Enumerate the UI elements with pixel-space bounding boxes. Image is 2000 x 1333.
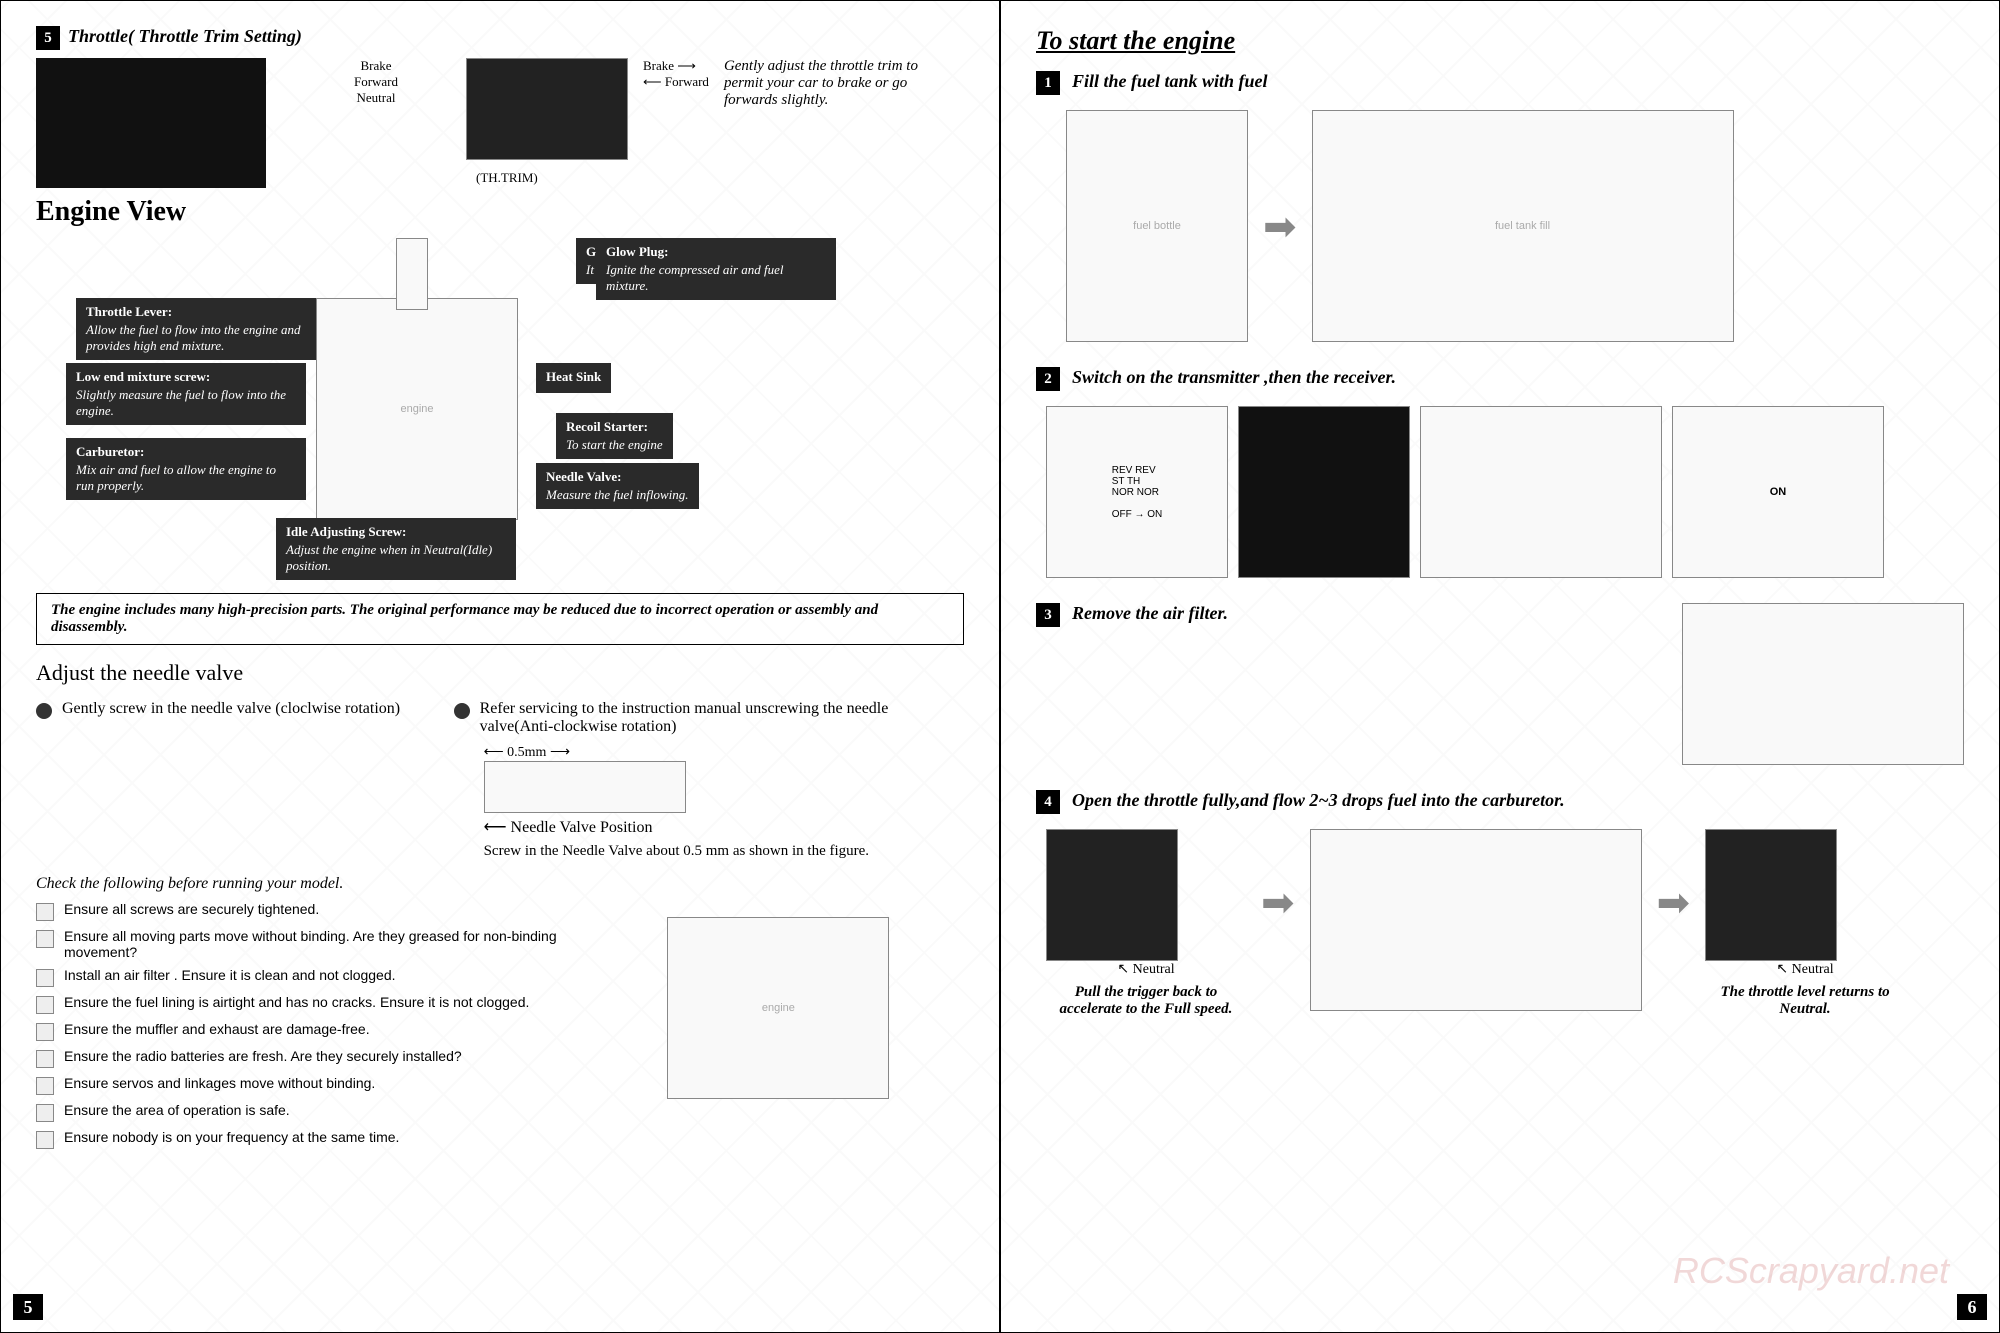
page-number: 6	[1957, 1294, 1987, 1320]
trigger-caption-1: Pull the trigger back to accelerate to t…	[1046, 984, 1246, 1018]
needle-valve-heading: Adjust the needle valve	[36, 660, 964, 686]
checklist-item: Ensure the area of operation is safe.	[36, 1102, 593, 1122]
engine-view-diagram: engine Glow Plug Igniter: It should be f…	[36, 238, 964, 578]
engine-image: engine	[316, 298, 518, 520]
idle-adjusting-label: Idle Adjusting Screw: Adjust the engine …	[276, 518, 516, 580]
checklist-item: Ensure the radio batteries are fresh. Ar…	[36, 1048, 593, 1068]
transmitter-switch-diagram: REV REV ST TH NOR NOR OFF → ON	[1046, 406, 1228, 578]
start-engine-title: To start the engine	[1036, 26, 1964, 56]
checklist-text: Ensure the muffler and exhaust are damag…	[64, 1021, 370, 1037]
checklist-item: Install an air filter . Ensure it is cle…	[36, 967, 593, 987]
transmitter-photo	[1238, 406, 1410, 578]
checkbox-icon[interactable]	[36, 1131, 54, 1149]
checkbox-icon[interactable]	[36, 1104, 54, 1122]
checklist-text: Ensure all moving parts move without bin…	[64, 928, 593, 960]
step-title: Switch on the transmitter ,then the rece…	[1072, 367, 1396, 387]
checkbox-icon[interactable]	[36, 930, 54, 948]
arrow-icon: ➡	[1657, 879, 1691, 926]
brake-label-2: Brake	[643, 58, 674, 73]
engine-view-title: Engine View	[36, 196, 964, 228]
needle-bullet-1: Gently screw in the needle valve (cloclw…	[36, 700, 454, 719]
bullet-icon	[454, 703, 470, 719]
step-number-badge: 5	[36, 26, 60, 50]
forward-label-2: Forward	[665, 74, 709, 89]
engine-small-image: engine	[667, 917, 889, 1099]
checklist-text: Ensure nobody is on your frequency at th…	[64, 1129, 399, 1145]
checklist-text: Ensure all screws are securely tightened…	[64, 901, 319, 917]
checkbox-icon[interactable]	[36, 1077, 54, 1095]
needle-position-label: Needle Valve Position	[511, 819, 653, 836]
step-number-badge: 1	[1036, 71, 1060, 95]
checklist-item: Ensure the fuel lining is airtight and h…	[36, 994, 593, 1014]
arrow-icon: ➡	[1263, 203, 1297, 250]
checklist-item: Ensure all moving parts move without bin…	[36, 928, 593, 960]
recoil-starter-label: Recoil Starter: To start the engine	[556, 413, 673, 459]
step-5-row: 5 Throttle( Throttle Trim Setting)	[36, 26, 964, 50]
air-filter-image	[1682, 603, 1964, 765]
checklist-item: Ensure the muffler and exhaust are damag…	[36, 1021, 593, 1041]
checkbox-icon[interactable]	[36, 1050, 54, 1068]
brake-label: Brake	[360, 58, 391, 73]
step-number-badge: 2	[1036, 367, 1060, 391]
th-trim-closeup-image	[466, 58, 628, 160]
checkbox-icon[interactable]	[36, 903, 54, 921]
checklist-text: Install an air filter . Ensure it is cle…	[64, 967, 396, 983]
receiver-on-car-image	[1420, 406, 1662, 578]
trigger-pull-image	[1046, 829, 1178, 961]
checklist-title: Check the following before running your …	[36, 875, 593, 893]
step-number-badge: 4	[1036, 790, 1060, 814]
low-end-mixture-label: Low end mixture screw: Slightly measure …	[66, 363, 306, 425]
step-title: Throttle( Throttle Trim Setting)	[68, 26, 302, 47]
fill-tank-image: fuel tank fill	[1312, 110, 1734, 342]
page-left: 5 Throttle( Throttle Trim Setting) Brake…	[0, 0, 1000, 1333]
carburetor-drops-image	[1310, 829, 1642, 1011]
arrow-icon: ➡	[1261, 879, 1295, 926]
checklist: Ensure all screws are securely tightened…	[36, 901, 593, 1149]
page-right: To start the engine 1 Fill the fuel tank…	[1000, 0, 2000, 1333]
checkbox-icon[interactable]	[36, 1023, 54, 1041]
step-title: Fill the fuel tank with fuel	[1072, 71, 1268, 91]
checklist-item: Ensure nobody is on your frequency at th…	[36, 1129, 593, 1149]
engine-precision-note: The engine includes many high-precision …	[36, 593, 964, 645]
needle-valve-label: Needle Valve: Measure the fuel inflowing…	[536, 463, 699, 509]
step-number-badge: 3	[1036, 603, 1060, 627]
neutral-label: ↖ Neutral	[1705, 961, 1905, 978]
checkbox-icon[interactable]	[36, 996, 54, 1014]
needle-valve-diagram	[484, 761, 686, 813]
checklist-item: Ensure servos and linkages move without …	[36, 1075, 593, 1095]
trigger-neutral-image	[1705, 829, 1837, 961]
glow-igniter-image	[396, 238, 428, 310]
carburetor-label: Carburetor: Mix air and fuel to allow th…	[66, 438, 306, 500]
throttle-lever-label: Throttle Lever: Allow the fuel to flow i…	[76, 298, 316, 360]
neutral-label: Neutral	[357, 90, 396, 105]
throttle-trim-description: Gently adjust the throttle trim to permi…	[724, 58, 924, 109]
checklist-text: Ensure servos and linkages move without …	[64, 1075, 375, 1091]
checkbox-icon[interactable]	[36, 969, 54, 987]
glow-plug-label: Glow Plug: Ignite the compressed air and…	[596, 238, 836, 300]
heat-sink-label: Heat Sink	[536, 363, 611, 393]
neutral-label: ↖ Neutral	[1046, 961, 1246, 978]
checklist-text: Ensure the radio batteries are fresh. Ar…	[64, 1048, 462, 1064]
receiver-switch-diagram: ON	[1672, 406, 1884, 578]
trigger-caption-2: The throttle level returns to Neutral.	[1705, 984, 1905, 1018]
page-number: 5	[13, 1294, 43, 1320]
watermark: RCScrapyard.net	[1673, 1250, 1949, 1292]
step-title: Remove the air filter.	[1072, 603, 1228, 623]
gap-label: 0.5mm	[507, 745, 546, 760]
checklist-text: Ensure the fuel lining is airtight and h…	[64, 994, 529, 1010]
screw-note: Screw in the Needle Valve about 0.5 mm a…	[484, 843, 964, 860]
checklist-item: Ensure all screws are securely tightened…	[36, 901, 593, 921]
bullet-icon	[36, 703, 52, 719]
needle-bullet-2: Refer servicing to the instruction manua…	[454, 700, 964, 736]
transmitter-front-image	[36, 58, 266, 188]
fuel-bottle-image: fuel bottle	[1066, 110, 1248, 342]
forward-label: Forward	[354, 74, 398, 89]
checklist-text: Ensure the area of operation is safe.	[64, 1102, 290, 1118]
step-title: Open the throttle fully,and flow 2~3 dro…	[1072, 790, 1565, 810]
